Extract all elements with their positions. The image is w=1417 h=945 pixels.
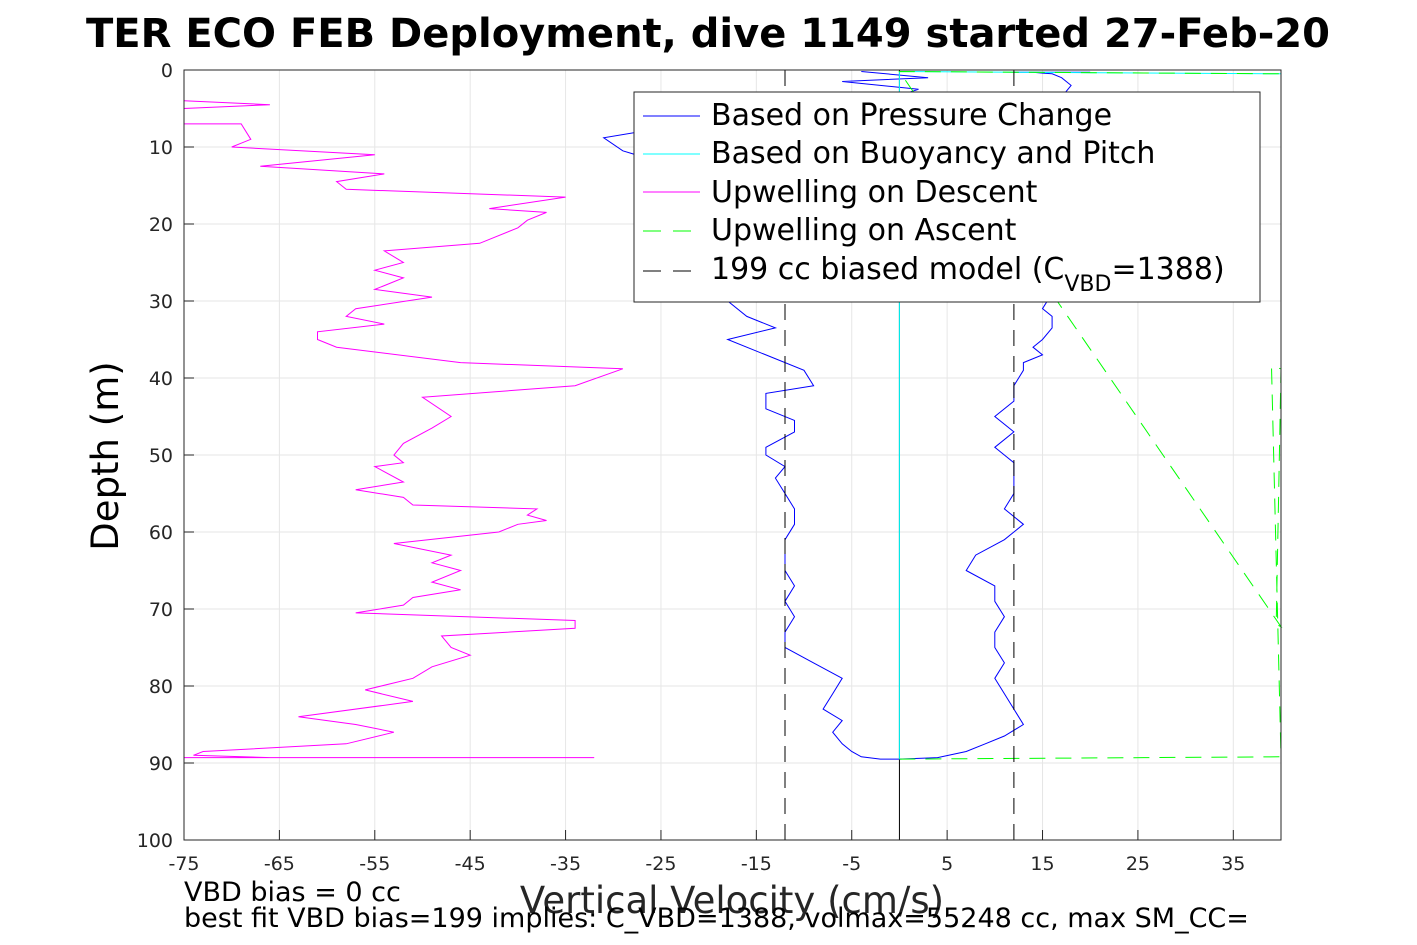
y-tick-label: 80 (149, 676, 173, 698)
x-tick-label: -65 (264, 853, 295, 875)
x-tick-label: -55 (359, 853, 390, 875)
legend-label-up-ascent: Upwelling on Ascent (711, 213, 1017, 248)
legend-label-up-descent: Upwelling on Descent (711, 175, 1038, 210)
legend-label-pressure: Based on Pressure Change (711, 98, 1112, 133)
legend-box (633, 91, 1261, 303)
x-tick-label: -25 (645, 853, 676, 875)
x-axis-label: Vertical Velocity (cm/s) (520, 879, 944, 922)
series-pressure-change (602, 71, 1091, 760)
x-tick-label: -5 (842, 853, 861, 875)
y-tick-label: 10 (149, 137, 173, 159)
chart-title: TER ECO FEB Deployment, dive 1149 starte… (86, 11, 1330, 57)
legend-model-suffix: =1388) (1111, 252, 1224, 287)
x-tick-label: -35 (550, 853, 581, 875)
legend-label-model: 199 cc biased model (CVBD=1388) (711, 252, 1225, 297)
y-tick-label: 60 (149, 522, 173, 544)
x-tick-label: -75 (168, 853, 199, 875)
series-upwelling-descent (183, 100, 623, 759)
y-tick-label: 40 (149, 368, 173, 390)
legend-label-buoyancy: Based on Buoyancy and Pitch (711, 136, 1155, 171)
series-upwelling-ascent (898, 70, 1283, 760)
footer-best-fit: best fit VBD bias=199 implies: C_VBD=138… (184, 903, 1249, 934)
y-tick-label: 30 (149, 291, 173, 313)
legend-model-sub: VBD (1064, 272, 1111, 297)
x-tick-label: 35 (1221, 853, 1245, 875)
legend: Based on Pressure Change Based on Buoyan… (633, 91, 1261, 303)
x-tick-label: -15 (741, 853, 772, 875)
y-tick-label: 70 (149, 599, 173, 621)
ticks: -75 -65 -55 -45 -35 -25 -15 -5 5 15 25 350102030405… (137, 60, 1246, 875)
y-tick-label: 90 (149, 753, 173, 775)
legend-model-prefix: 199 cc biased model (C (711, 252, 1064, 287)
x-tick-label: 25 (1126, 853, 1150, 875)
y-tick-label: 20 (149, 214, 173, 236)
x-tick-label: 5 (941, 853, 953, 875)
y-tick-label: 50 (149, 445, 173, 467)
y-tick-label: 0 (161, 60, 173, 82)
y-axis-label: Depth (m) (84, 361, 127, 550)
y-tick-label: 100 (137, 830, 173, 852)
x-tick-label: 15 (1030, 853, 1054, 875)
footer-vbd-bias: VBD bias = 0 cc (184, 877, 401, 908)
x-tick-label: -45 (455, 853, 486, 875)
